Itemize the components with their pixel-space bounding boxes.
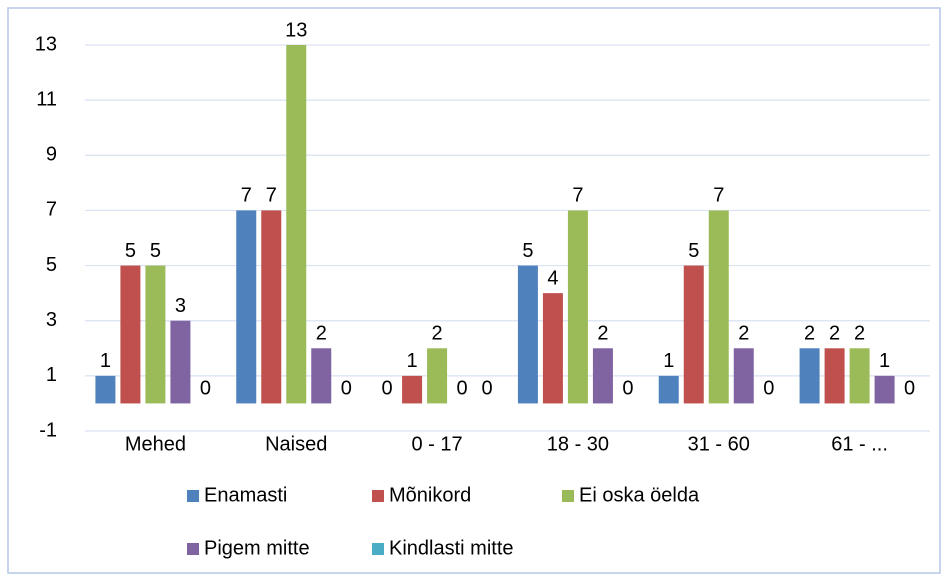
bar	[542, 293, 563, 404]
y-tick-label: 11	[36, 88, 57, 110]
bar	[120, 265, 141, 404]
data-label: 7	[241, 185, 252, 207]
data-label: 2	[804, 323, 815, 345]
data-label: 13	[285, 19, 307, 41]
bar	[683, 265, 704, 404]
y-tick-label: 9	[46, 144, 57, 166]
data-label: 0	[200, 378, 211, 400]
x-tick-label: 18 - 30	[547, 433, 609, 455]
bar	[592, 348, 613, 404]
legend-label: Kindlasti mitte	[389, 537, 514, 559]
x-tick-label: Mehed	[125, 433, 186, 455]
bar	[849, 348, 870, 404]
data-label: 2	[854, 323, 865, 345]
bar	[733, 348, 754, 404]
data-label: 0	[382, 378, 393, 400]
bar	[824, 348, 845, 404]
bar	[799, 348, 820, 404]
bar	[261, 210, 282, 404]
y-tick-label: 5	[46, 254, 57, 276]
data-label: 0	[482, 378, 493, 400]
data-label: 5	[522, 240, 533, 262]
bar	[402, 375, 423, 404]
data-label: 4	[547, 267, 558, 289]
y-tick-label: 13	[35, 33, 57, 55]
bar	[567, 210, 588, 404]
data-label: 3	[175, 295, 186, 317]
data-label: 5	[150, 240, 161, 262]
legend-swatch	[372, 543, 384, 555]
bar	[145, 265, 166, 404]
x-tick-label: Naised	[265, 433, 327, 455]
data-label: 1	[663, 350, 674, 372]
legend-label: Enamasti	[204, 484, 287, 506]
data-label: 7	[266, 185, 277, 207]
data-label: 1	[100, 350, 111, 372]
legend-swatch	[562, 490, 574, 502]
data-label: 5	[125, 240, 136, 262]
bar	[286, 45, 307, 404]
legend-label: Ei oska öelda	[579, 484, 700, 506]
data-label: 2	[738, 323, 749, 345]
y-tick-label: 3	[46, 309, 57, 331]
data-label: 0	[763, 378, 774, 400]
legend-label: Mõnikord	[389, 484, 471, 506]
data-label: 7	[572, 185, 583, 207]
data-label: 0	[457, 378, 468, 400]
x-tick-label: 61 - ...	[831, 433, 888, 455]
data-label: 7	[713, 185, 724, 207]
bar	[95, 375, 116, 404]
y-tick-label: 7	[46, 199, 57, 221]
bar	[658, 375, 679, 404]
bar	[517, 265, 538, 404]
data-label: 1	[407, 350, 418, 372]
bar	[236, 210, 257, 404]
legend-swatch	[187, 490, 199, 502]
data-label: 5	[688, 240, 699, 262]
data-label: 2	[829, 323, 840, 345]
data-label: 0	[622, 378, 633, 400]
legend-swatch	[187, 543, 199, 555]
data-label: 2	[597, 323, 608, 345]
bar	[708, 210, 729, 404]
bar	[427, 348, 448, 404]
data-label: 0	[904, 378, 915, 400]
y-tick-label: 1	[46, 364, 57, 386]
data-label: 2	[432, 323, 443, 345]
bar	[170, 320, 191, 404]
x-tick-label: 31 - 60	[688, 433, 750, 455]
data-label: 0	[341, 378, 352, 400]
bar	[874, 375, 895, 404]
y-tick-label: -1	[39, 419, 57, 441]
legend-swatch	[372, 490, 384, 502]
legend-label: Pigem mitte	[204, 537, 310, 559]
data-label: 2	[316, 323, 327, 345]
data-label: 1	[879, 350, 890, 372]
bar	[311, 348, 332, 404]
x-tick-label: 0 - 17	[412, 433, 463, 455]
